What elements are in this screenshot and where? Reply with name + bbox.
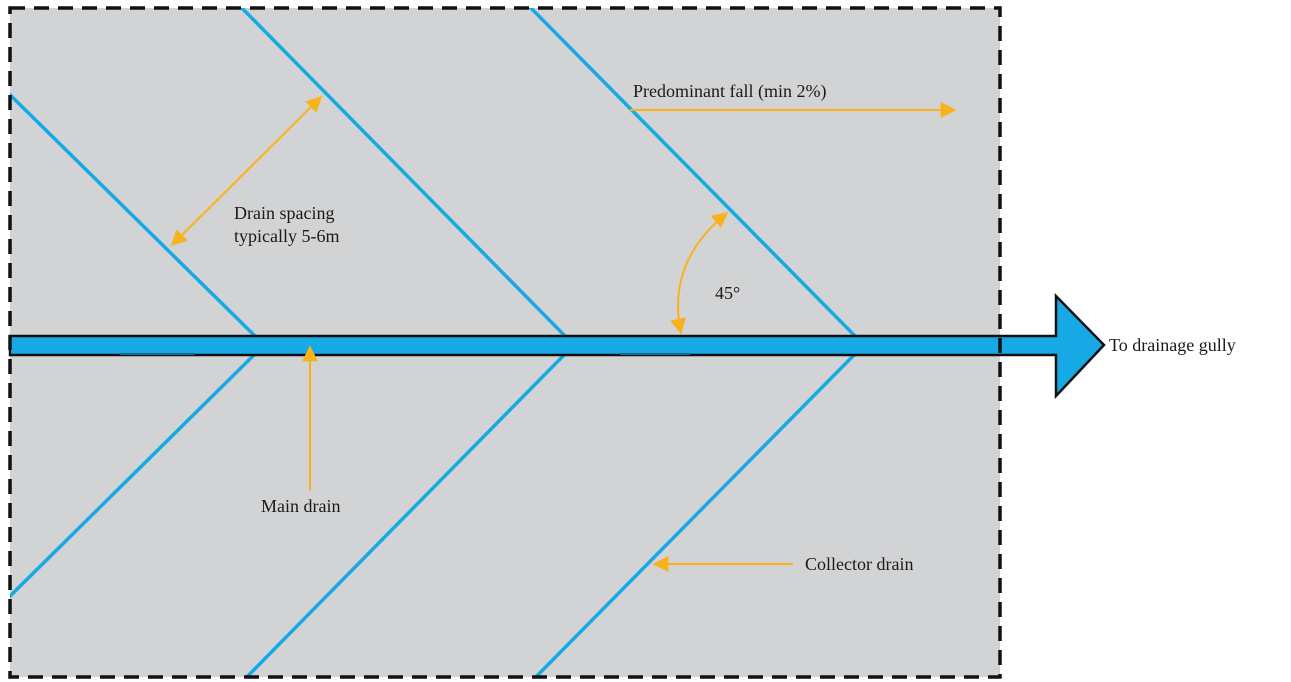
main-drain-bar-fill — [11, 337, 1057, 354]
collector-drain-upper-1 — [10, 92, 258, 339]
site-boundary — [8, 6, 1002, 679]
spacing-arrow — [170, 95, 323, 247]
spacing-label-line1: Drain spacing — [234, 203, 334, 223]
fall-label: Predominant fall (min 2%) — [633, 81, 826, 102]
collector-drain-lower-1 — [10, 351, 258, 599]
spacing-label-line2: typically 5-6m — [234, 226, 339, 246]
annotations — [170, 95, 957, 572]
collector-drain-lower-3 — [533, 351, 858, 677]
collector-drains — [10, 8, 858, 677]
angle-arc — [670, 211, 729, 335]
angle-label: 45° — [715, 283, 740, 303]
collector-drain-upper-2 — [239, 8, 568, 339]
outlet-label: To drainage gully — [1109, 335, 1236, 355]
collector-drain-lower-2 — [244, 351, 568, 677]
main-drain-label: Main drain — [261, 496, 340, 516]
collector-drain-label: Collector drain — [805, 554, 913, 574]
collector-drain-upper-3 — [528, 8, 858, 339]
